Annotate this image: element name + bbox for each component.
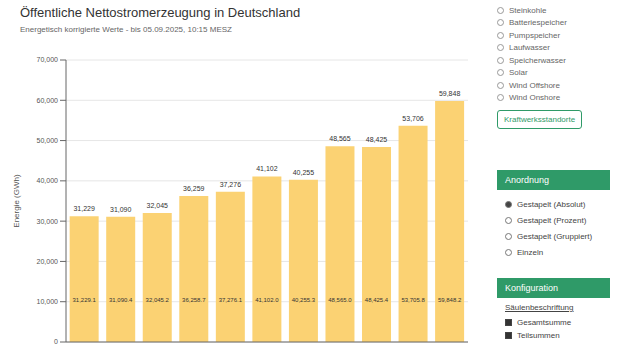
svg-text:53,706: 53,706: [402, 115, 424, 122]
svg-text:48,425: 48,425: [366, 136, 388, 143]
svg-text:30,000: 30,000: [37, 218, 59, 225]
svg-text:59,848.2: 59,848.2: [438, 297, 462, 303]
svg-text:37,276: 37,276: [220, 181, 242, 188]
svg-text:10,000: 10,000: [37, 298, 59, 305]
svg-text:31,090.4: 31,090.4: [109, 297, 133, 303]
svg-text:59,848: 59,848: [439, 90, 461, 97]
html-text:Anordnung: Anordnung: [505, 175, 549, 185]
html-text:Gesamtsumme: Gesamtsumme: [517, 318, 572, 327]
svg-text:32,045.2: 32,045.2: [146, 297, 170, 303]
svg-text:Energie (GWh): Energie (GWh): [12, 174, 21, 228]
html-text:Pumpspeicher: Pumpspeicher: [509, 30, 561, 40]
svg-text:32,045: 32,045: [147, 202, 169, 209]
html-text:Steinkohle: Steinkohle: [509, 5, 547, 15]
svg-text:31,229: 31,229: [73, 205, 95, 212]
html-text:Kraftwerksstandorte: Kraftwerksstandorte: [504, 115, 576, 124]
svg-text:41,102: 41,102: [256, 165, 278, 172]
html-text:Gestapelt (Prozent): Gestapelt (Prozent): [517, 215, 587, 225]
html-text:Energetisch korrigierte Werte: Energetisch korrigierte Werte - bis 05.0…: [20, 25, 232, 34]
svg-text:50,000: 50,000: [37, 137, 59, 144]
html-text:Säulenbeschriftung: Säulenbeschriftung: [505, 303, 574, 312]
html-text:Teilsummen: Teilsummen: [517, 331, 560, 340]
html-text:Wind Offshore: Wind Offshore: [509, 80, 560, 90]
svg-text:40,255: 40,255: [293, 169, 315, 176]
svg-text:37,276.1: 37,276.1: [219, 297, 243, 303]
html-text:Wind Onshore: Wind Onshore: [509, 93, 561, 103]
html-text:Einzeln: Einzeln: [517, 247, 544, 257]
svg-text:70,000: 70,000: [37, 56, 59, 63]
html-text:Gestapelt (Absolut): Gestapelt (Absolut): [517, 199, 586, 209]
html-text:Batteriespeicher: Batteriespeicher: [509, 18, 567, 28]
html-text:Konfiguration: Konfiguration: [505, 283, 558, 293]
svg-text:48,565: 48,565: [329, 135, 351, 142]
svg-text:31,229.1: 31,229.1: [72, 297, 96, 303]
html-text:Öffentliche Nettostromerzeugun: Öffentliche Nettostromerzeugung in Deuts…: [20, 5, 301, 20]
html-text:Solar: Solar: [509, 68, 528, 78]
svg-text:53,705.8: 53,705.8: [401, 297, 425, 303]
svg-text:36,259: 36,259: [183, 185, 205, 192]
html-text:Laufwasser: Laufwasser: [509, 43, 550, 53]
svg-text:60,000: 60,000: [37, 97, 59, 104]
svg-text:48,425.4: 48,425.4: [365, 297, 389, 303]
svg-text:40,255.3: 40,255.3: [292, 297, 316, 303]
html-text:Gestapelt (Gruppiert): Gestapelt (Gruppiert): [517, 231, 593, 241]
html-text:Speicherwasser: Speicherwasser: [509, 55, 566, 65]
svg-text:20,000: 20,000: [37, 258, 59, 265]
svg-text:31,090: 31,090: [110, 206, 132, 213]
svg-text:36,258.7: 36,258.7: [182, 297, 206, 303]
svg-text:48,565.0: 48,565.0: [328, 297, 352, 303]
svg-text:40,000: 40,000: [37, 177, 59, 184]
svg-text:41,102.0: 41,102.0: [255, 297, 279, 303]
svg-text:0: 0: [54, 338, 58, 345]
